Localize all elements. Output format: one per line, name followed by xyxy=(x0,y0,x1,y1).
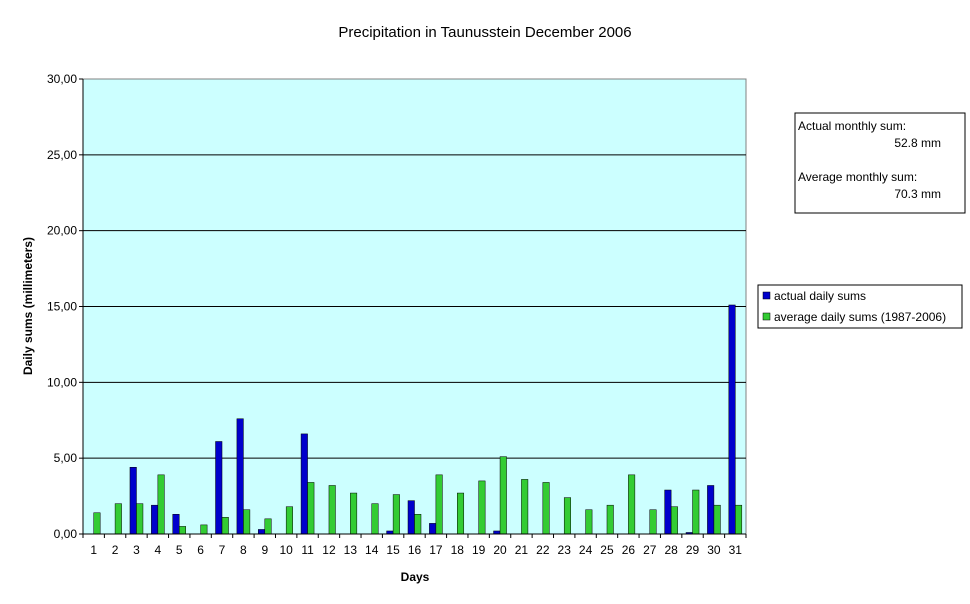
x-tick-label: 23 xyxy=(558,543,572,557)
bar-average-day-25 xyxy=(606,504,614,535)
bar-average-day-17 xyxy=(435,474,443,535)
x-tick-label: 7 xyxy=(219,543,226,557)
x-tick-label: 14 xyxy=(365,543,379,557)
actual-sum-label: Actual monthly sum: xyxy=(798,119,906,133)
bar-actual-day-17 xyxy=(429,523,437,535)
x-tick-label: 11 xyxy=(301,543,314,557)
bar-average-day-5 xyxy=(178,526,186,535)
chart-title: Precipitation in Taunusstein December 20… xyxy=(338,24,631,41)
x-tick-label: 22 xyxy=(536,543,550,557)
bar-actual-day-3 xyxy=(129,467,137,535)
bar-actual-day-16 xyxy=(407,500,415,535)
bar-average-day-24 xyxy=(585,509,593,535)
average-sum-label: Average monthly sum: xyxy=(798,170,917,184)
bar-actual-day-9 xyxy=(258,529,266,535)
bar-average-day-19 xyxy=(478,480,486,535)
x-tick-label: 12 xyxy=(322,543,336,557)
bar-average-day-31 xyxy=(735,504,743,535)
gridlines xyxy=(83,154,746,459)
average-sum-value: 70.3 mm xyxy=(894,187,941,201)
x-tick-label: 31 xyxy=(729,543,743,557)
y-tick-labels: 0,00 5,00 10,00 15,00 20,00 25,00 30,00 xyxy=(47,72,83,541)
bar-average-day-10 xyxy=(285,506,293,535)
x-tick-label: 17 xyxy=(429,543,443,557)
x-tick-labels: 1 2 3 4 5 6 7 8 9 10 11 12 13 14 15 16 17 18 19 20 21 22 23 24 2… xyxy=(82,534,747,557)
y-tick-label: 30,00 xyxy=(47,72,77,86)
bar-average-day-20 xyxy=(499,456,507,535)
summary-box: Actual monthly sum: 52.8 mm Average mont… xyxy=(794,112,966,214)
x-tick-label: 18 xyxy=(451,543,465,557)
bar-average-day-7 xyxy=(221,517,229,535)
actual-sum-value: 52.8 mm xyxy=(894,136,941,150)
x-tick-label: 20 xyxy=(493,543,507,557)
x-tick-label: 10 xyxy=(279,543,293,557)
y-tick-label: 20,00 xyxy=(47,224,77,238)
legend-label-average: average daily sums (1987-2006) xyxy=(774,310,946,324)
bar-actual-day-11 xyxy=(300,433,308,535)
x-tick-label: 24 xyxy=(579,543,593,557)
bar-average-day-30 xyxy=(713,504,721,535)
legend-swatch-actual xyxy=(762,291,771,300)
bar-average-day-26 xyxy=(628,474,636,535)
x-tick-label: 28 xyxy=(664,543,678,557)
bar-actual-day-4 xyxy=(151,504,159,535)
x-tick-label: 5 xyxy=(176,543,183,557)
x-tick-label: 3 xyxy=(133,543,140,557)
bar-average-day-16 xyxy=(414,514,422,535)
legend: actual daily sums average daily sums (19… xyxy=(757,284,963,329)
bar-average-day-2 xyxy=(114,503,122,535)
bar-average-day-21 xyxy=(521,479,529,535)
x-tick-label: 29 xyxy=(686,543,700,557)
bar-average-day-29 xyxy=(692,489,700,535)
bar-average-day-13 xyxy=(350,492,358,535)
bar-average-day-12 xyxy=(328,485,336,535)
x-tick-label: 2 xyxy=(112,543,119,557)
y-tick-label: 15,00 xyxy=(47,300,77,314)
x-tick-label: 27 xyxy=(643,543,657,557)
x-tick-label: 6 xyxy=(197,543,204,557)
y-tick-label: 0,00 xyxy=(54,527,78,541)
bar-average-day-22 xyxy=(542,482,550,535)
bar-actual-day-7 xyxy=(215,441,223,535)
bar-average-day-11 xyxy=(307,482,315,535)
x-tick-label: 8 xyxy=(240,543,247,557)
bar-average-day-15 xyxy=(392,494,400,535)
bar-actual-day-31 xyxy=(728,304,736,535)
y-tick-label: 10,00 xyxy=(47,375,77,389)
y-axis-title: Daily sums (millimeters) xyxy=(21,237,35,375)
x-tick-label: 26 xyxy=(622,543,636,557)
bar-average-day-27 xyxy=(649,509,657,535)
bar-average-day-6 xyxy=(200,524,208,535)
bars xyxy=(93,304,743,535)
bar-average-day-14 xyxy=(371,503,379,535)
x-tick-label: 16 xyxy=(408,543,422,557)
x-tick-label: 19 xyxy=(472,543,486,557)
x-tick-label: 4 xyxy=(155,543,162,557)
y-tick-label: 25,00 xyxy=(47,148,77,162)
x-tick-label: 21 xyxy=(515,543,529,557)
x-tick-label: 15 xyxy=(386,543,400,557)
x-tick-label: 1 xyxy=(90,543,97,557)
bar-average-day-9 xyxy=(264,518,272,535)
x-tick-label: 30 xyxy=(707,543,721,557)
x-tick-label: 9 xyxy=(261,543,268,557)
legend-label-actual: actual daily sums xyxy=(774,289,866,303)
x-tick-label: 25 xyxy=(600,543,614,557)
bar-average-day-8 xyxy=(243,509,251,535)
bar-average-day-3 xyxy=(136,503,144,535)
bar-average-day-1 xyxy=(93,512,101,535)
bar-average-day-23 xyxy=(563,497,571,535)
y-tick-label: 5,00 xyxy=(54,451,78,465)
bar-average-day-28 xyxy=(670,506,678,535)
x-axis-title: Days xyxy=(401,570,430,584)
bar-actual-day-30 xyxy=(707,485,715,535)
bar-actual-day-28 xyxy=(664,489,672,535)
bar-actual-day-8 xyxy=(236,418,244,535)
bar-average-day-4 xyxy=(157,474,165,535)
bar-average-day-18 xyxy=(457,492,465,535)
bar-actual-day-5 xyxy=(172,514,180,535)
x-tick-label: 13 xyxy=(344,543,358,557)
legend-swatch-average xyxy=(762,312,771,321)
